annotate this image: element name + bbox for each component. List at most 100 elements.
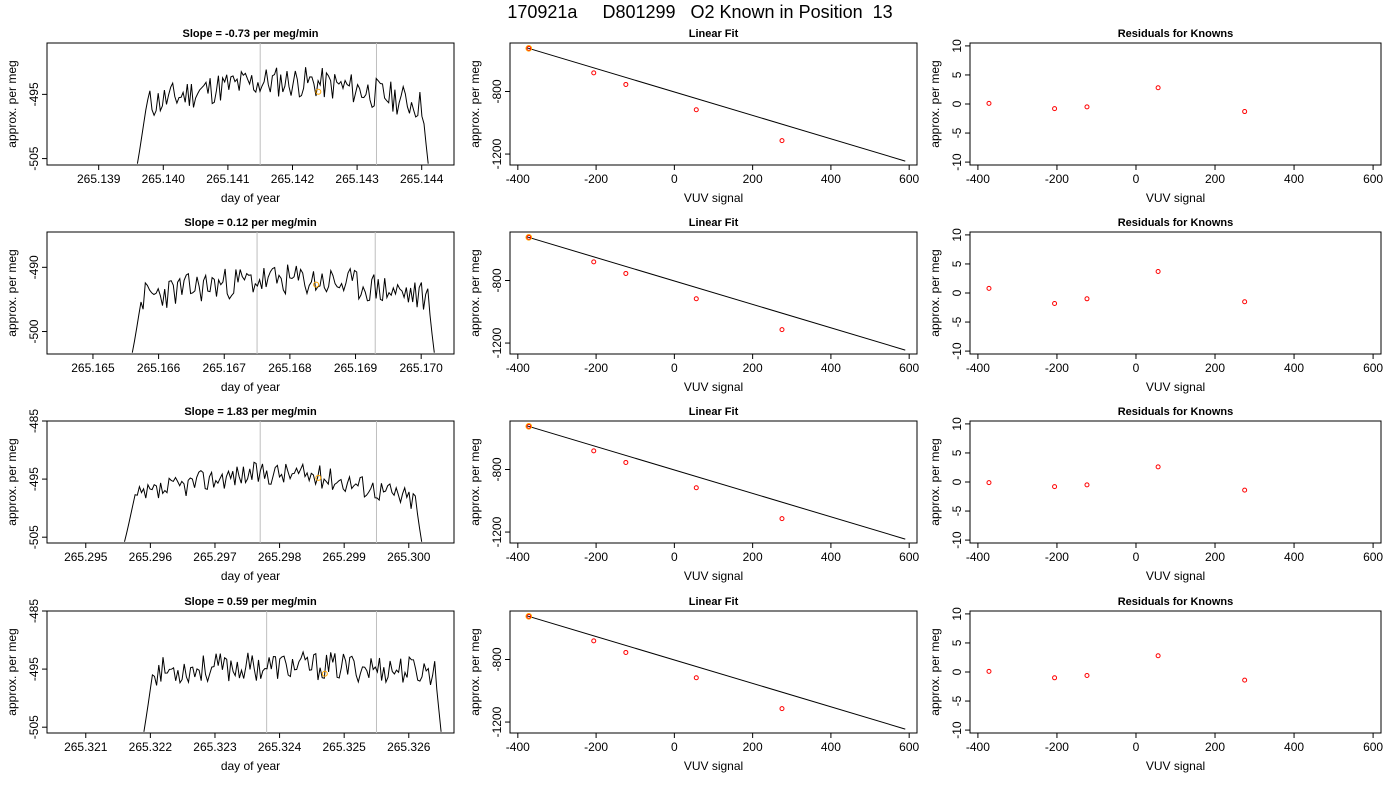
plot-frame (46, 420, 455, 544)
x-tick-label: -200 (1045, 172, 1069, 186)
x-axis-label: VUV signal (1146, 569, 1205, 583)
x-tick-label: 400 (1284, 172, 1304, 186)
known-point (779, 516, 785, 522)
fit-line (526, 47, 906, 162)
x-tick-label: -200 (584, 361, 608, 375)
panel-title: Residuals for Knowns (1118, 217, 1234, 229)
residual-point (1155, 85, 1161, 91)
y-tick-label: -5 (950, 695, 964, 706)
x-tick-label: -400 (966, 740, 990, 754)
known-point (591, 259, 597, 265)
x-tick-label: 265.143 (335, 172, 379, 186)
x-tick-label: 265.323 (193, 740, 237, 754)
x-axis-label: VUV signal (1146, 191, 1205, 205)
fit-line (526, 615, 906, 730)
fit-line (526, 236, 906, 351)
known-point (623, 81, 629, 87)
x-tick-label: 600 (1363, 550, 1383, 564)
known-point (591, 448, 597, 454)
y-tick-label: -800 (490, 79, 504, 103)
known-point (779, 138, 785, 144)
y-tick-label: -505 (27, 525, 41, 549)
y-axis-label: approx. per meg (5, 60, 19, 147)
plot-frame (969, 420, 1382, 544)
page-title: 170921a D801299 O2 Known in Position 13 (507, 2, 893, 22)
x-tick-label: 400 (1284, 550, 1304, 564)
residual-point (986, 285, 992, 291)
plot-frame (46, 231, 455, 355)
known-point (779, 327, 785, 333)
residual-point (1084, 104, 1090, 110)
y-tick-label: -490 (27, 255, 41, 279)
x-tick-label: -200 (584, 172, 608, 186)
x-tick-label: -400 (966, 361, 990, 375)
x-axis-label: VUV signal (1146, 380, 1205, 394)
y-tick-label: -800 (490, 457, 504, 481)
residual-point (1155, 653, 1161, 659)
y-tick-label: -5 (950, 127, 964, 138)
x-tick-label: 600 (1363, 361, 1383, 375)
plot-frame (969, 610, 1382, 734)
plot-frame (969, 231, 1382, 355)
y-tick-label: -495 (27, 467, 41, 491)
known-point (526, 234, 532, 240)
x-tick-label: -200 (1045, 740, 1069, 754)
known-point (526, 45, 532, 51)
x-tick-label: 265.141 (206, 172, 250, 186)
plot-frame (509, 42, 918, 166)
x-tick-label: 0 (1133, 550, 1140, 564)
timeseries-trace (131, 264, 435, 353)
x-axis-label: VUV signal (684, 191, 743, 205)
plot-frame (46, 610, 455, 734)
y-axis-label: approx. per meg (5, 438, 19, 525)
x-tick-label: 600 (899, 361, 919, 375)
x-axis-label: VUV signal (1146, 759, 1205, 773)
known-point (693, 485, 699, 491)
panel-title: Linear Fit (689, 28, 739, 40)
panel-title: Residuals for Knowns (1118, 406, 1234, 418)
x-tick-label: -400 (506, 550, 530, 564)
y-tick-label: -5 (950, 505, 964, 516)
y-tick-label: 10 (950, 607, 964, 621)
y-tick-label: 10 (950, 39, 964, 53)
known-point (623, 649, 629, 655)
y-tick-label: -1200 (490, 327, 504, 358)
x-tick-label: 400 (821, 740, 841, 754)
y-tick-label: -10 (950, 531, 964, 549)
sample-marker (525, 423, 533, 430)
residual-point (986, 668, 992, 674)
panel-title: Linear Fit (689, 406, 739, 418)
x-tick-label: 265.299 (322, 550, 366, 564)
residual-point (1242, 109, 1248, 115)
x-tick-label: 0 (671, 740, 678, 754)
x-axis-label: day of year (221, 569, 280, 583)
known-point (591, 70, 597, 76)
residual-point (1242, 299, 1248, 305)
y-axis-label: approx. per meg (5, 249, 19, 336)
x-tick-label: 265.300 (387, 550, 431, 564)
sample-marker (525, 613, 533, 620)
residuals-panel: Residuals for Knowns -400 -200 0 200 400 600 -1… (928, 406, 1383, 583)
y-tick-label: -485 (27, 599, 41, 623)
panel-title: Linear Fit (689, 596, 739, 608)
y-tick-label: -505 (27, 715, 41, 739)
x-tick-label: 600 (899, 740, 919, 754)
residual-point (1155, 464, 1161, 470)
x-tick-label: 600 (899, 172, 919, 186)
sample-marker (315, 88, 322, 95)
x-tick-label: 0 (671, 550, 678, 564)
residuals-panel: Residuals for Knowns -400 -200 0 200 400 600 -1… (928, 217, 1383, 394)
x-axis-label: VUV signal (684, 569, 743, 583)
sample-marker (321, 670, 328, 677)
y-tick-label: 10 (950, 228, 964, 242)
known-point (526, 423, 532, 429)
x-tick-label: 200 (743, 740, 763, 754)
y-tick-label: -10 (950, 153, 964, 171)
x-tick-label: 265.144 (400, 172, 444, 186)
x-tick-label: 265.142 (271, 172, 315, 186)
y-axis-label: approx. per meg (928, 438, 942, 525)
y-tick-label: -500 (27, 319, 41, 343)
y-tick-label: 0 (950, 100, 964, 107)
x-tick-label: 200 (1205, 550, 1225, 564)
plot-frame (969, 42, 1382, 166)
